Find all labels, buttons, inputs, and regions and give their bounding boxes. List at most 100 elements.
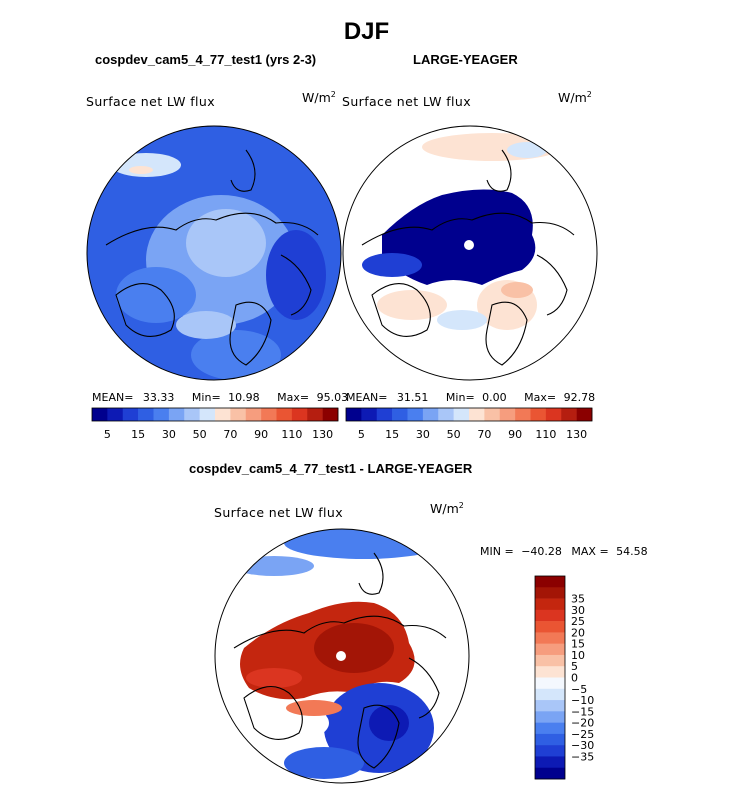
diff-field-patch bbox=[286, 700, 342, 716]
obs-colorbar-swatch bbox=[392, 408, 408, 421]
model-colorbar-swatch bbox=[92, 408, 108, 421]
obs-colorbar-tick-label: 5 bbox=[358, 428, 365, 441]
model-colorbar-swatch bbox=[276, 408, 293, 421]
model-coastline bbox=[229, 301, 272, 366]
diff-colorbar-swatch bbox=[535, 654, 565, 667]
obs-coastline bbox=[361, 212, 575, 246]
model-polar-map bbox=[86, 125, 342, 381]
obs-colorbar-swatch bbox=[407, 408, 424, 421]
diff-colorbar-tick-label: 5 bbox=[571, 660, 578, 673]
obs-mean-value: 31.51 bbox=[396, 391, 429, 404]
obs-colorbar-tick-label: 90 bbox=[508, 428, 522, 441]
obs-colorbar-swatch bbox=[438, 408, 454, 421]
obs-map-boundary bbox=[342, 125, 598, 381]
model-map-boundary bbox=[86, 125, 342, 381]
obs-field-patch bbox=[377, 290, 447, 320]
model-colorbar-swatch bbox=[153, 408, 170, 421]
model-mean-value: 33.33 bbox=[142, 391, 175, 404]
model-colorbar-swatch bbox=[199, 408, 216, 421]
model-colorbar-tick-label: 90 bbox=[254, 428, 268, 441]
model-stats-line: MEAN= 33.33 Min= 10.98 Max= 95.03 bbox=[92, 391, 348, 404]
diff-max-label: MAX = bbox=[571, 545, 609, 558]
model-colorbar-tick-label: 15 bbox=[131, 428, 145, 441]
model-field-patch bbox=[129, 166, 153, 174]
obs-colorbar-tick-label: 15 bbox=[385, 428, 399, 441]
diff-min-value: −40.28 bbox=[521, 545, 562, 558]
model-min-label: Min= bbox=[191, 391, 221, 404]
model-colorbar-tick-label: 70 bbox=[223, 428, 237, 441]
diff-colorbar-swatch bbox=[535, 733, 565, 746]
obs-colorbar-swatch bbox=[346, 408, 362, 421]
model-field-patch bbox=[266, 230, 326, 320]
diff-coastline bbox=[357, 704, 400, 769]
diff-colorbar-tick-label: 35 bbox=[571, 593, 585, 606]
model-variable-label: Surface net LW flux bbox=[86, 94, 216, 109]
model-colorbar-tick-label: 110 bbox=[281, 428, 302, 441]
diff-colorbar-tick-label: 15 bbox=[571, 638, 585, 651]
obs-colorbar-tick-label: 110 bbox=[535, 428, 556, 441]
model-colorbar-tick-label: 130 bbox=[312, 428, 333, 441]
diff-field-patch bbox=[246, 668, 302, 688]
diff-colorbar-tick-label: −25 bbox=[571, 728, 594, 741]
obs-colorbar-frame bbox=[345, 407, 593, 422]
model-colorbar-swatch bbox=[122, 408, 139, 421]
model-colorbar-tick-label: 30 bbox=[162, 428, 176, 441]
obs-colorbar-tick-label: 70 bbox=[477, 428, 491, 441]
model-colorbar-swatch bbox=[322, 408, 339, 421]
diff-colorbar-swatch bbox=[535, 767, 565, 780]
model-field-patch bbox=[176, 311, 236, 339]
model-max-label: Max= bbox=[277, 391, 310, 404]
diff-colorbar-tick-label: 30 bbox=[571, 604, 585, 617]
diff-colorbar-swatch bbox=[535, 598, 565, 611]
model-min-value: 10.98 bbox=[228, 391, 260, 404]
model-units-label: W/m2 bbox=[302, 90, 336, 105]
diff-colorbar-swatch bbox=[535, 688, 565, 701]
obs-colorbar-swatch bbox=[361, 408, 378, 421]
obs-stats-line: MEAN= 31.51 Min= 0.00 Max= 92.78 bbox=[346, 391, 595, 404]
obs-variable-label: Surface net LW flux bbox=[342, 94, 472, 109]
diff-colorbar-swatch bbox=[535, 745, 565, 757]
obs-polar-map bbox=[342, 125, 598, 381]
diff-coastline bbox=[408, 657, 440, 719]
obs-mean-label: MEAN= bbox=[346, 391, 388, 404]
diff-colorbar-swatch bbox=[535, 621, 565, 633]
diff-colorbar-tick-label: −15 bbox=[571, 705, 594, 718]
obs-units-base: W/m bbox=[558, 90, 587, 106]
diff-colorbar-swatch bbox=[535, 711, 565, 723]
diff-colorbar-tick-label: 25 bbox=[571, 615, 585, 628]
diff-field-patch bbox=[369, 705, 409, 741]
diff-coastline bbox=[243, 686, 303, 740]
diff-colorbar-swatch bbox=[535, 700, 565, 712]
diff-colorbar-swatch bbox=[535, 576, 565, 588]
obs-colorbar-swatch bbox=[422, 408, 439, 421]
obs-colorbar-tick-label: 30 bbox=[416, 428, 430, 441]
diff-map-boundary bbox=[214, 528, 470, 784]
diff-colorbar-swatch bbox=[535, 643, 565, 656]
obs-field-patch bbox=[437, 310, 487, 330]
obs-max-value: 92.78 bbox=[563, 391, 596, 404]
model-coastline bbox=[115, 283, 175, 337]
diff-colorbar-tick-label: −10 bbox=[571, 694, 594, 707]
model-units-exp: 2 bbox=[330, 90, 336, 99]
obs-min-value: 0.00 bbox=[482, 391, 507, 404]
obs-panel-title: LARGE-YEAGER bbox=[413, 52, 518, 67]
obs-colorbar-swatch bbox=[484, 408, 501, 421]
obs-units-label: W/m2 bbox=[558, 90, 592, 105]
diff-polar-map bbox=[214, 528, 470, 784]
diff-colorbar-swatch bbox=[535, 632, 565, 644]
model-coastline bbox=[105, 212, 319, 246]
diff-variable-label: Surface net LW flux bbox=[214, 505, 344, 520]
obs-coastline bbox=[486, 149, 512, 192]
diff-colorbar-tick-label: −35 bbox=[571, 750, 594, 763]
diff-colorbar-tick-label: −5 bbox=[571, 683, 587, 696]
diff-coastline bbox=[233, 615, 447, 649]
diff-colorbar-tick-label: 10 bbox=[571, 649, 585, 662]
model-colorbar-swatch bbox=[138, 408, 154, 421]
obs-colorbar-swatch bbox=[576, 408, 593, 421]
model-coastline bbox=[230, 149, 256, 192]
model-units-base: W/m bbox=[302, 90, 331, 106]
obs-colorbar-swatch bbox=[499, 408, 516, 421]
model-colorbar-frame bbox=[91, 407, 339, 422]
model-field-patch bbox=[116, 267, 196, 323]
diff-colorbar-frame bbox=[534, 575, 566, 780]
